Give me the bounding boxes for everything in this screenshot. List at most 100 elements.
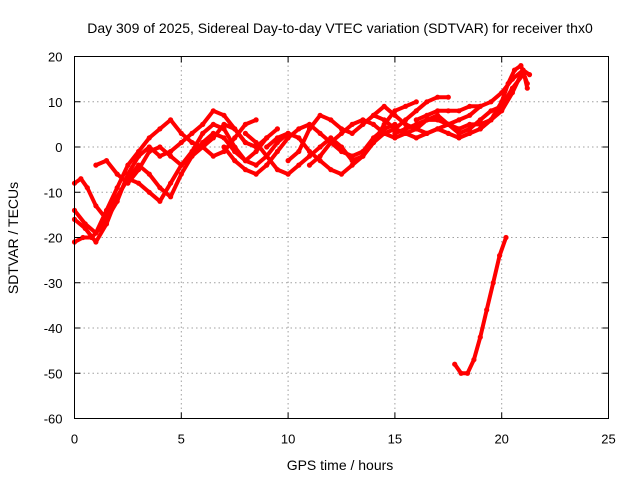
series-layer (71, 63, 533, 376)
data-point (503, 234, 509, 241)
data-point (253, 139, 259, 146)
data-point (253, 162, 259, 168)
data-point (157, 153, 163, 159)
data-point (242, 139, 248, 146)
data-point (200, 130, 206, 136)
data-point (349, 130, 355, 136)
data-point (189, 148, 195, 155)
data-point (435, 112, 441, 118)
data-point (242, 167, 248, 173)
data-point (253, 148, 259, 155)
data-point (413, 108, 419, 114)
data-point (524, 85, 530, 91)
series-arc-2 (71, 117, 259, 236)
data-point (505, 81, 511, 87)
data-point (413, 126, 419, 132)
data-point (435, 108, 441, 114)
data-point (274, 135, 280, 141)
data-point (403, 126, 409, 132)
data-point (445, 94, 451, 100)
data-point (467, 103, 473, 109)
data-point (274, 126, 280, 132)
data-point (125, 180, 131, 186)
data-point (360, 121, 366, 127)
data-point (146, 189, 152, 195)
data-point (424, 130, 430, 136)
data-point (274, 167, 280, 173)
data-point (296, 148, 302, 155)
data-point (221, 135, 227, 141)
data-point (456, 135, 462, 141)
data-point (509, 90, 515, 96)
data-point (392, 135, 398, 141)
grid-layer (74, 56, 609, 419)
data-point (484, 307, 490, 313)
data-point (392, 126, 398, 132)
data-point (221, 121, 227, 127)
y-tick-label: -50 (44, 366, 63, 381)
data-point (360, 153, 366, 159)
data-point (189, 130, 195, 136)
data-point (403, 103, 409, 109)
data-point (456, 108, 462, 114)
data-point (524, 81, 530, 87)
data-point (221, 126, 227, 132)
data-point (488, 117, 494, 123)
data-point (296, 162, 302, 168)
data-point (499, 108, 505, 114)
data-point (82, 225, 88, 231)
data-point (178, 139, 184, 146)
data-point (306, 162, 313, 168)
data-point (445, 121, 451, 127)
data-point (317, 153, 323, 159)
data-point (232, 158, 238, 164)
data-point (274, 148, 280, 155)
data-point (178, 130, 184, 136)
data-point (456, 117, 462, 123)
data-point (497, 253, 503, 259)
data-point (146, 135, 152, 141)
data-point (178, 162, 184, 168)
data-point (264, 144, 270, 150)
data-point (471, 357, 477, 363)
data-point (338, 130, 345, 136)
x-tick-label: 20 (494, 432, 508, 447)
series-arc-14 (477, 63, 530, 132)
data-point (264, 135, 270, 141)
data-point (317, 112, 323, 118)
data-point (103, 221, 110, 227)
data-point (93, 239, 99, 245)
data-point (317, 144, 323, 150)
data-point (168, 153, 174, 159)
data-point (392, 130, 398, 136)
data-point (445, 108, 451, 114)
y-tick-label: 20 (48, 50, 62, 65)
data-point (189, 139, 195, 146)
y-tick-label: -60 (44, 412, 63, 427)
data-point (114, 185, 120, 191)
chart-title: Day 309 of 2025, Sidereal Day-to-day VTE… (87, 20, 593, 36)
data-point (413, 121, 419, 127)
data-point (445, 130, 451, 136)
y-tick-label: -20 (44, 231, 63, 246)
data-point (285, 130, 291, 136)
data-point (511, 67, 518, 73)
data-point (349, 121, 355, 127)
data-point (403, 130, 409, 136)
data-point (338, 171, 345, 177)
data-point (477, 126, 483, 132)
data-point (452, 361, 458, 367)
data-point (317, 130, 323, 136)
data-point (370, 139, 377, 146)
data-point (232, 126, 238, 132)
data-point (477, 117, 483, 123)
data-point (157, 144, 163, 150)
data-point (499, 99, 505, 105)
data-point (232, 144, 238, 150)
data-point (488, 99, 494, 105)
data-point (78, 176, 84, 182)
data-point (392, 112, 398, 118)
data-point (157, 185, 163, 191)
data-point (242, 130, 248, 136)
